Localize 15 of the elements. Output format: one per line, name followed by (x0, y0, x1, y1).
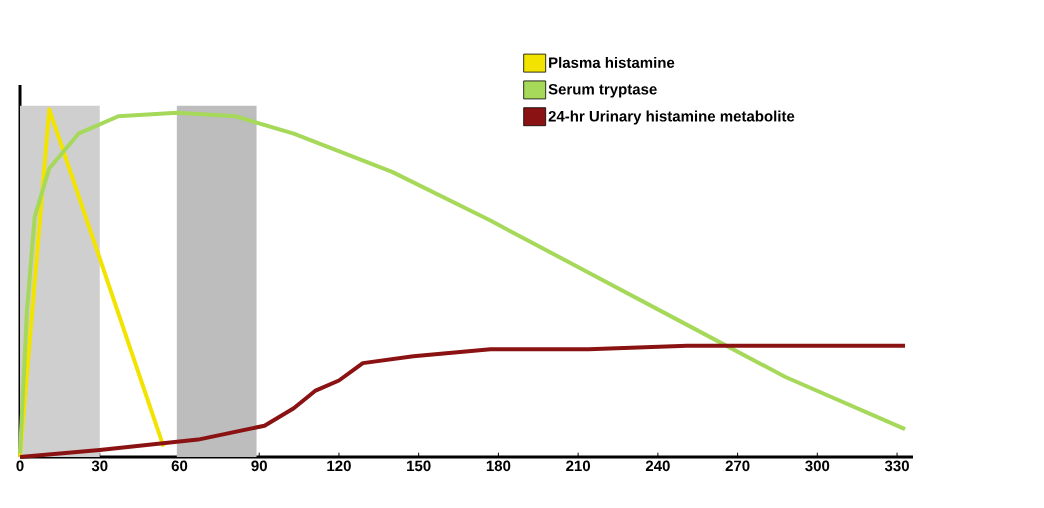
x-tick-label: 150 (407, 460, 431, 472)
x-tick-label: 60 (171, 460, 188, 472)
x-tick-label: 240 (645, 460, 670, 472)
x-tick-label: 300 (805, 460, 830, 472)
x-tick-label: 90 (251, 460, 267, 472)
x-tick-label: 0 (16, 460, 24, 472)
x-tick-label: 210 (566, 460, 591, 472)
legend-label: Plasma histamine (549, 56, 675, 68)
x-tick-label: 120 (327, 460, 351, 472)
x-tick-label: 330 (884, 460, 909, 472)
x-tick-label: 30 (91, 460, 108, 472)
x-tick-label: 180 (486, 460, 511, 472)
x-tick-label: 270 (725, 460, 750, 472)
legend-label: Serum tryptase (548, 83, 657, 98)
legend-label: 24-hr Urinary histamine metabolite (548, 110, 795, 125)
